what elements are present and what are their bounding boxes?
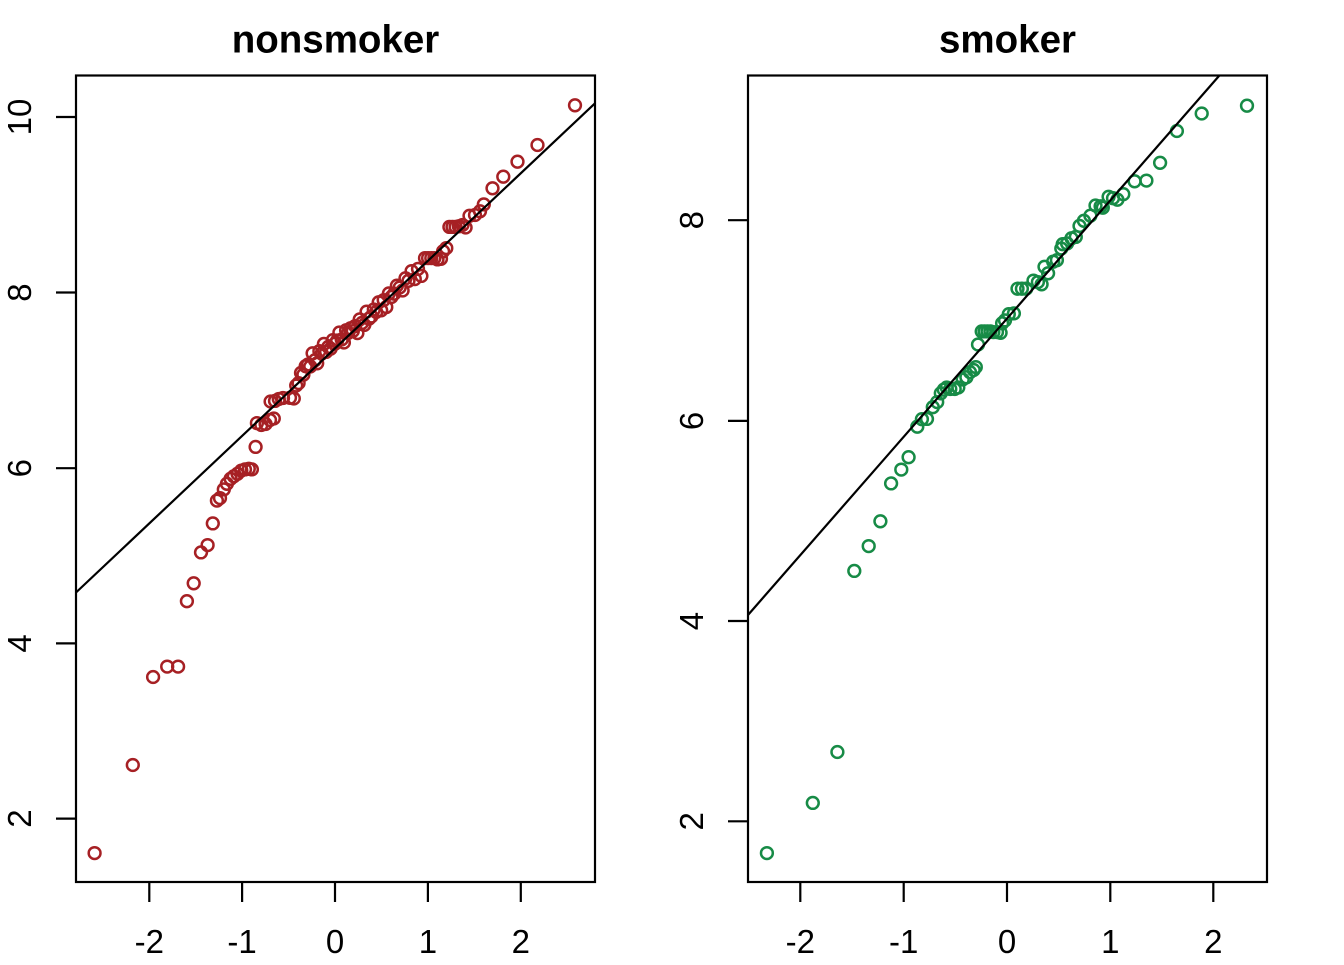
svg-text:smoker: smoker xyxy=(939,19,1076,62)
svg-text:2: 2 xyxy=(1,809,38,827)
svg-text:6: 6 xyxy=(1,459,38,477)
svg-text:1: 1 xyxy=(1101,923,1119,960)
svg-text:8: 8 xyxy=(1,283,38,301)
svg-text:2: 2 xyxy=(512,923,530,960)
svg-text:-2: -2 xyxy=(786,923,815,960)
svg-text:10: 10 xyxy=(1,99,38,136)
svg-text:-2: -2 xyxy=(135,923,164,960)
svg-text:2: 2 xyxy=(673,812,710,830)
svg-text:4: 4 xyxy=(673,612,710,630)
svg-text:-1: -1 xyxy=(889,923,918,960)
svg-text:-1: -1 xyxy=(227,923,256,960)
svg-text:nonsmoker: nonsmoker xyxy=(232,19,440,62)
svg-text:8: 8 xyxy=(673,211,710,229)
svg-text:1: 1 xyxy=(419,923,437,960)
svg-text:0: 0 xyxy=(998,923,1016,960)
svg-text:4: 4 xyxy=(1,634,38,652)
svg-text:0: 0 xyxy=(326,923,344,960)
svg-text:2: 2 xyxy=(1204,923,1222,960)
svg-text:6: 6 xyxy=(673,412,710,430)
